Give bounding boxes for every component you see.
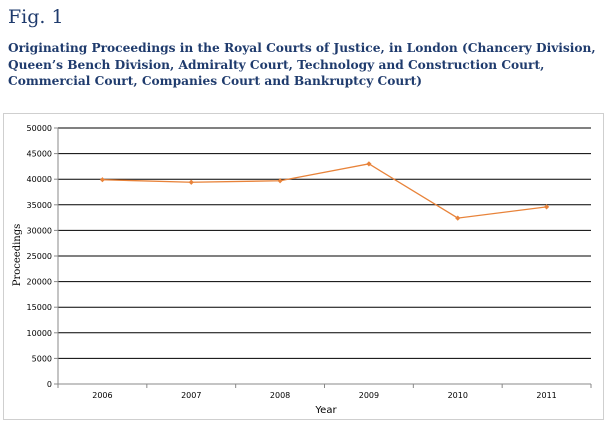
data-point	[188, 179, 194, 185]
x-tick-label: 2009	[359, 391, 379, 400]
figure-label: Fig. 1	[8, 6, 64, 28]
data-point	[455, 215, 461, 221]
y-tick-label: 20000	[27, 278, 52, 287]
y-tick-label: 10000	[27, 329, 52, 338]
x-axis-ticks: 2006 2007 2008 2009 2010 2011	[57, 384, 592, 400]
x-tick-label: 2008	[270, 391, 290, 400]
y-tick-label: 40000	[27, 175, 52, 184]
y-tick-label: 25000	[27, 252, 52, 261]
chart-frame	[3, 113, 604, 420]
data-point	[277, 178, 283, 184]
x-tick-label: 2010	[448, 391, 468, 400]
chart-title: Originating Proceedings in the Royal Cou…	[8, 41, 596, 88]
x-tick-label: 2011	[536, 391, 556, 400]
y-tick-label: 5000	[32, 354, 52, 363]
y-axis-ticks: 0 5000 10000 15000 20000 25000 30000 35000 40000…	[27, 124, 58, 389]
y-tick-label: 30000	[27, 226, 52, 235]
data-point	[366, 161, 372, 167]
gridlines	[57, 127, 591, 385]
x-axis-label: Year	[314, 405, 337, 416]
series-line	[102, 163, 547, 219]
y-tick-label: 50000	[27, 124, 52, 133]
y-tick-label: 45000	[27, 150, 52, 159]
data-point	[99, 177, 106, 183]
data-point	[543, 204, 550, 210]
y-tick-label: 15000	[27, 303, 52, 312]
y-tick-label: 35000	[27, 201, 52, 210]
x-tick-label: 2006	[92, 391, 112, 400]
series-layer	[99, 161, 550, 221]
x-tick-label: 2007	[181, 391, 201, 400]
y-tick-label: 0	[47, 380, 52, 389]
y-axis-label: Proceedings	[12, 224, 23, 287]
